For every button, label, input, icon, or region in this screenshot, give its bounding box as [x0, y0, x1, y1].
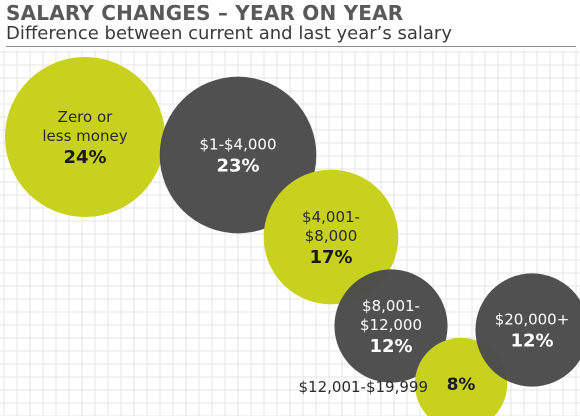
bubble-category-label: $12,001-$19,999	[299, 378, 428, 396]
bubble-category-label: $12,000	[360, 316, 422, 334]
bubble-1	[5, 57, 165, 217]
bubble-4	[334, 269, 448, 383]
chart-subtitle: Difference between current and last year…	[6, 23, 452, 44]
bubble-2	[159, 76, 317, 234]
bubble-6	[475, 273, 580, 387]
bubble-value-label: 12%	[510, 331, 553, 352]
bubble-3	[263, 169, 399, 305]
bubble-category-label: $8,000	[305, 227, 358, 245]
bubble-category-label: $1-$4,000	[200, 136, 277, 154]
chart-title: SALARY CHANGES – YEAR ON YEAR	[6, 1, 404, 25]
bubble-value-label: 12%	[369, 336, 412, 357]
bubble-category-label: Zero or	[58, 108, 113, 126]
bubble-category-label: $4,001-	[302, 208, 360, 226]
bubble-value-label: 17%	[309, 247, 352, 268]
bubble-value-label: 24%	[63, 147, 106, 168]
chart-header: SALARY CHANGES – YEAR ON YEAR Difference…	[6, 0, 576, 47]
bubble-category-label: $8,001-	[362, 297, 420, 315]
bubble-category-label: less money	[42, 127, 127, 145]
bubble-category-label: $20,000+	[495, 311, 570, 329]
bubble-value-label: 23%	[216, 156, 259, 177]
title-divider	[6, 46, 576, 47]
bubble-value-label: 8%	[447, 375, 476, 395]
